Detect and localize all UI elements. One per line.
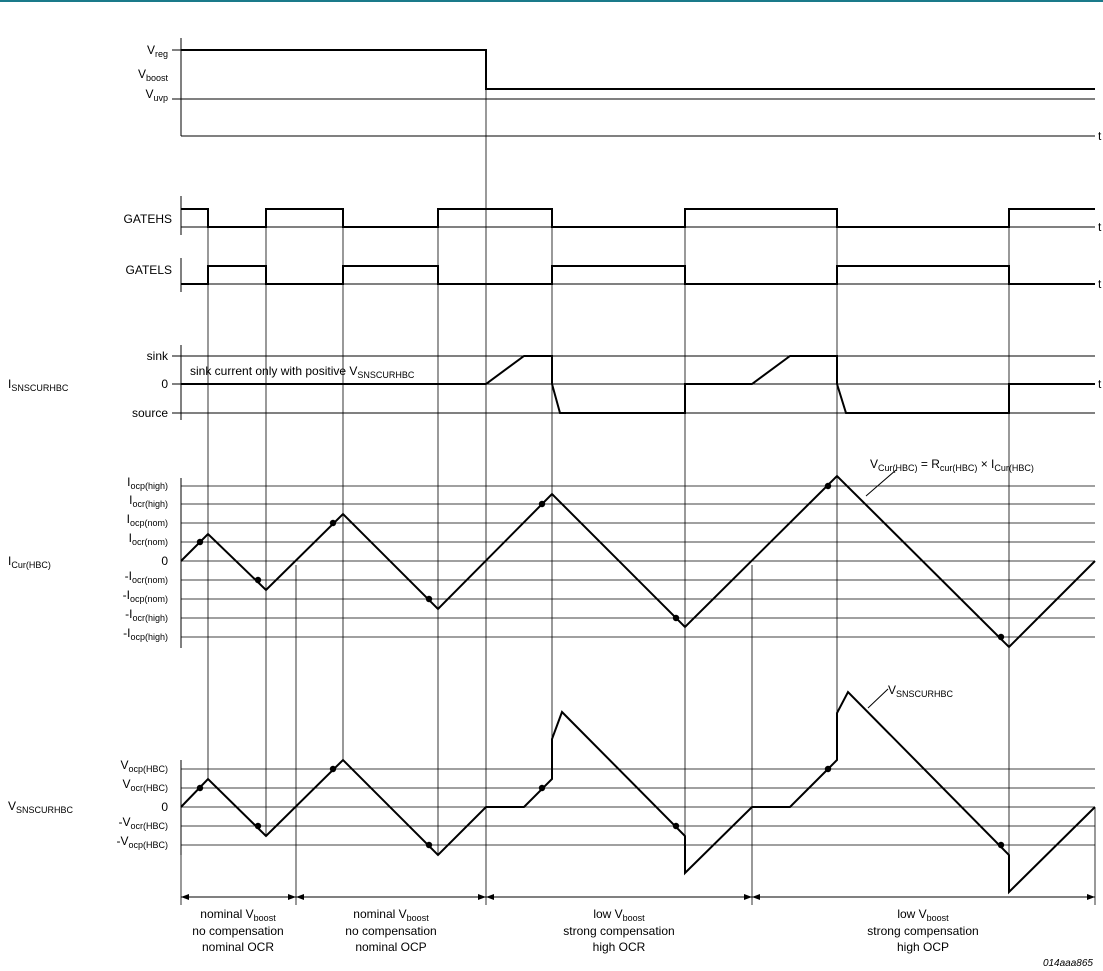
icur-trip-point	[672, 614, 680, 622]
top-border	[0, 0, 1103, 2]
arrowhead	[486, 894, 494, 900]
caption-4: low Vboost strong compensation high OCP	[867, 907, 978, 954]
icur-level-label: -Iocp(nom)	[123, 588, 168, 604]
icur-waveform	[180, 474, 1096, 649]
sink-label: sink	[147, 349, 169, 363]
arrowhead	[181, 894, 189, 900]
icur-equation: VCur(HBC) = Rcur(HBC) × ICur(HBC)	[870, 457, 1034, 473]
icur-trip-point	[538, 500, 546, 508]
vsns-waveform	[180, 690, 1096, 895]
vsns-level-label: 0	[161, 800, 168, 814]
caption-line-3: nominal OCR	[202, 940, 274, 954]
icur-signal-label: ICur(HBC)	[8, 554, 51, 570]
equation-leader	[865, 469, 897, 497]
icur-level-label: -Iocp(high)	[123, 626, 168, 642]
gatehs-label: GATEHS	[124, 212, 172, 226]
caption-line-1: nominal Vboost	[353, 907, 429, 923]
vuvp-label: Vuvp	[145, 87, 168, 103]
panel-gatehs: GATEHS t	[124, 196, 1102, 235]
arrowhead	[1087, 894, 1095, 900]
caption-line-3: nominal OCP	[355, 940, 426, 954]
note-background	[186, 363, 484, 380]
icur-level-label: Iocr(nom)	[129, 531, 168, 547]
caption-line-1: nominal Vboost	[200, 907, 276, 923]
gatehs-waveform	[181, 208, 1095, 228]
vsns-trip-point	[196, 784, 204, 792]
isns-signal-label: ISNSCURHBC	[8, 377, 69, 393]
supply-waveform	[181, 49, 1095, 90]
icur-level-label: Iocp(nom)	[127, 512, 168, 528]
zero-label: 0	[161, 377, 168, 391]
vboost-label: Vboost	[138, 67, 169, 83]
gatels-waveform	[181, 265, 1095, 285]
panel-isnscurhbc: sink current only with positive VSNSCURH…	[8, 345, 1102, 420]
isns-t-label: t	[1098, 377, 1102, 391]
supply-t-label: t	[1098, 129, 1102, 143]
icur-trip-point	[196, 538, 204, 546]
icur-trip-point	[329, 519, 337, 527]
caption-1: nominal Vboost no compensation nominal O…	[192, 907, 283, 954]
icur-trip-point	[254, 576, 262, 584]
icur-trip-point	[824, 482, 832, 490]
arrowhead	[296, 894, 304, 900]
vsns-level-label: Vocp(HBC)	[120, 758, 168, 774]
sink-note: sink current only with positive VSNSCURH…	[190, 364, 415, 380]
caption-line-3: high OCP	[897, 940, 949, 954]
interval-captions: nominal Vboost no compensation nominal O…	[192, 907, 978, 954]
arrowhead	[478, 894, 486, 900]
arrowhead	[288, 894, 296, 900]
gatels-t-label: t	[1098, 277, 1102, 291]
isns-waveform	[181, 355, 1095, 414]
icur-level-label: Iocr(high)	[129, 493, 168, 509]
vsns-signal-label: VSNSCURHBC	[8, 799, 74, 815]
caption-2: nominal Vboost no compensation nominal O…	[345, 907, 436, 954]
vsns-trip-point	[997, 841, 1005, 849]
icur-trip-point	[997, 633, 1005, 641]
caption-line-1: low Vboost	[897, 907, 949, 923]
caption-line-3: high OCR	[593, 940, 646, 954]
vsns-level-label: -Vocr(HBC)	[119, 815, 169, 831]
icur-level-label: 0	[161, 554, 168, 568]
arrowhead	[752, 894, 760, 900]
icur-level-label: -Iocr(nom)	[125, 569, 168, 585]
gatels-label: GATELS	[126, 263, 172, 277]
caption-line-2: strong compensation	[867, 924, 978, 938]
vsns-level-label: -Vocp(HBC)	[116, 834, 168, 850]
vsns-annotation-leader	[867, 688, 889, 709]
panel-supply-voltage: Vreg Vboost Vuvp t	[138, 38, 1102, 143]
caption-line-2: no compensation	[192, 924, 283, 938]
caption-line-2: no compensation	[345, 924, 436, 938]
caption-line-2: strong compensation	[563, 924, 674, 938]
vsns-trip-point	[824, 765, 832, 773]
icur-trip-point	[425, 595, 433, 603]
vsns-level-label: Vocr(HBC)	[122, 777, 168, 793]
interval-arrows	[181, 894, 1095, 900]
panel-vsnscurhbc: VSNSCURHBC VSNSCURHBC Vocp(HBC) Vocr(HBC…	[8, 683, 1096, 895]
vsns-annotation: VSNSCURHBC	[888, 683, 954, 699]
icur-level-label: Iocp(high)	[127, 475, 168, 491]
vsns-trip-point	[329, 765, 337, 773]
vsns-trip-point	[425, 841, 433, 849]
timing-markers	[180, 89, 1096, 905]
source-label: source	[132, 406, 168, 420]
vsns-trip-point	[672, 822, 680, 830]
panel-gatels: GATELS t	[126, 258, 1102, 292]
caption-3: low Vboost strong compensation high OCR	[563, 907, 674, 954]
vreg-label: Vreg	[147, 43, 168, 59]
vsns-trip-point	[538, 784, 546, 792]
icur-level-label: -Iocr(high)	[125, 607, 168, 623]
arrowhead	[744, 894, 752, 900]
caption-line-1: low Vboost	[593, 907, 645, 923]
figure-id: 014aaa865	[1043, 958, 1093, 969]
panel-icur: VCur(HBC) = Rcur(HBC) × ICur(HBC) ICur(H…	[8, 457, 1096, 649]
gatehs-t-label: t	[1098, 220, 1102, 234]
vsns-trip-point	[254, 822, 262, 830]
